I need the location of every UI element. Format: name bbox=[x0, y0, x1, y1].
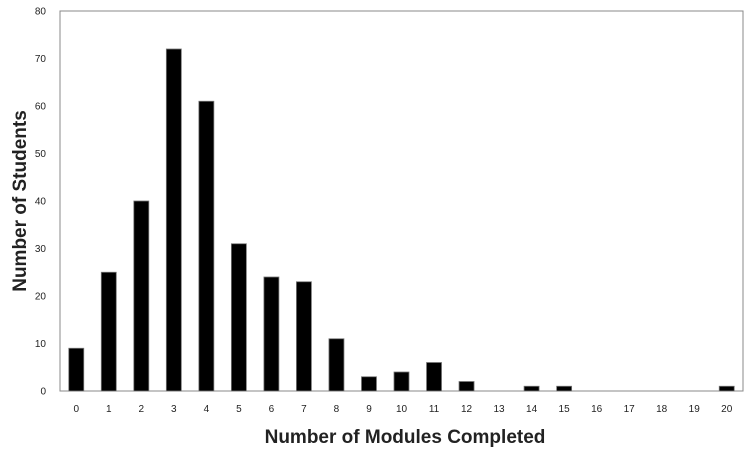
bar-20 bbox=[718, 385, 735, 392]
x-tick-label: 4 bbox=[204, 404, 210, 415]
x-tick-label: 13 bbox=[494, 404, 506, 415]
bar-8 bbox=[328, 338, 345, 392]
x-tick-label: 10 bbox=[396, 404, 408, 415]
bars bbox=[68, 48, 735, 392]
bar-3 bbox=[165, 48, 182, 392]
x-tick-label: 12 bbox=[461, 404, 473, 415]
bar-6 bbox=[263, 276, 280, 392]
bar-1 bbox=[100, 271, 117, 392]
y-tick-label: 0 bbox=[40, 387, 46, 398]
bar-2 bbox=[133, 200, 150, 392]
x-tick-label: 3 bbox=[171, 404, 177, 415]
x-axis-title: Number of Modules Completed bbox=[265, 427, 546, 448]
x-tick-label: 16 bbox=[591, 404, 603, 415]
x-tick-label: 0 bbox=[73, 404, 79, 415]
y-tick-label: 30 bbox=[35, 244, 47, 255]
y-axis-ticks: 0 10 20 30 40 50 60 70 80 bbox=[35, 7, 47, 398]
x-tick-label: 9 bbox=[366, 404, 372, 415]
bar-15 bbox=[556, 385, 573, 392]
bar-14 bbox=[523, 385, 540, 392]
x-tick-label: 14 bbox=[526, 404, 538, 415]
x-tick-label: 7 bbox=[301, 404, 307, 415]
y-tick-label: 10 bbox=[35, 339, 47, 350]
y-tick-label: 50 bbox=[35, 149, 47, 160]
x-tick-label: 20 bbox=[721, 404, 733, 415]
y-tick-label: 80 bbox=[35, 7, 47, 18]
x-tick-label: 5 bbox=[236, 404, 242, 415]
x-tick-label: 11 bbox=[429, 404, 440, 415]
bar-12 bbox=[458, 381, 475, 392]
bar-11 bbox=[426, 362, 442, 392]
x-tick-label: 6 bbox=[269, 404, 275, 415]
y-tick-label: 20 bbox=[35, 292, 47, 303]
bar-10 bbox=[393, 371, 410, 392]
y-tick-label: 40 bbox=[35, 197, 47, 208]
bar-5 bbox=[230, 243, 247, 392]
bar-4 bbox=[198, 100, 215, 392]
x-tick-label: 8 bbox=[334, 404, 340, 415]
x-tick-label: 2 bbox=[139, 404, 145, 415]
x-tick-label: 18 bbox=[656, 404, 668, 415]
x-tick-label: 15 bbox=[559, 404, 571, 415]
bar-9 bbox=[361, 376, 377, 392]
x-tick-label: 1 bbox=[106, 404, 112, 415]
bar-0 bbox=[68, 347, 85, 392]
plot-area-frame bbox=[59, 10, 744, 392]
y-tick-label: 60 bbox=[35, 102, 47, 113]
y-axis-title: Number of Students bbox=[10, 110, 31, 292]
x-tick-label: 17 bbox=[624, 404, 636, 415]
x-tick-label: 19 bbox=[689, 404, 701, 415]
y-tick-label: 70 bbox=[35, 54, 47, 65]
x-axis-ticks: 0 1 2 3 4 5 6 7 8 9 10 11 12 13 14 15 16 17 18 19 20 bbox=[73, 404, 732, 415]
bar-7 bbox=[296, 281, 312, 392]
